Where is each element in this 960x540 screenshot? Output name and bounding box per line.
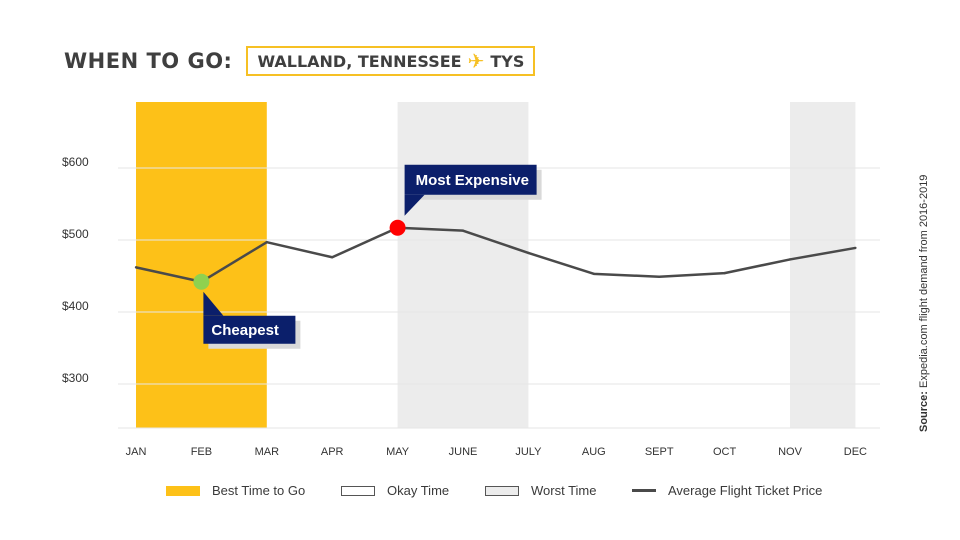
legend-item-okay: Okay Time — [341, 483, 449, 498]
source-text: Expedia.com flight demand from 2016-2019 — [918, 174, 930, 392]
location-box: WALLAND, TENNESSEE ✈ TYS — [246, 46, 536, 76]
airport-code: TYS — [490, 51, 525, 71]
x-tick-label: FEB — [191, 446, 212, 458]
x-tick-label: AUG — [582, 446, 606, 458]
callout-box — [203, 315, 296, 344]
x-tick-label: JULY — [515, 446, 542, 458]
x-tick-label: MAY — [386, 446, 410, 458]
period-band-worst — [790, 102, 856, 428]
chart-header: WHEN TO GO: WALLAND, TENNESSEE ✈ TYS — [64, 44, 536, 78]
legend-swatch-okay — [341, 485, 375, 496]
cheapest-marker — [193, 273, 210, 290]
legend-label-worst: Worst Time — [531, 483, 597, 498]
price-point — [788, 258, 792, 261]
x-tick-label: NOV — [778, 446, 803, 458]
price-point — [265, 240, 268, 244]
period-band-worst — [397, 102, 529, 428]
x-tick-label: APR — [321, 446, 344, 458]
source-note: Source: Expedia.com flight demand from 2… — [918, 175, 930, 432]
price-point — [331, 256, 334, 259]
x-tick-label: JAN — [126, 446, 147, 458]
airplane-icon: ✈ — [467, 49, 485, 73]
callout-label: Cheapest — [211, 322, 279, 339]
expensive-marker — [389, 219, 406, 236]
callout-pointer — [203, 291, 224, 316]
legend-item-worst: Worst Time — [485, 483, 597, 498]
price-point — [723, 271, 726, 275]
y-tick-label: $300 — [62, 371, 89, 385]
x-tick-label: SEPT — [645, 446, 674, 458]
y-tick-label: $500 — [62, 227, 89, 241]
price-point — [854, 246, 857, 250]
legend-label-line: Average Flight Ticket Price — [668, 483, 823, 498]
y-tick-label: $400 — [62, 299, 89, 313]
cheapest-callout: Cheapest — [203, 291, 301, 349]
price-point — [658, 275, 661, 278]
price-point — [527, 251, 530, 255]
x-tick-label: JUNE — [449, 446, 478, 458]
callout-box — [404, 164, 537, 195]
location-name: WALLAND, TENNESSEE — [257, 51, 462, 71]
source-label: Source: — [918, 391, 930, 432]
period-band-best — [136, 102, 267, 428]
x-tick-label: MAR — [255, 446, 280, 458]
legend-swatch-worst — [485, 485, 519, 496]
price-point — [592, 272, 595, 276]
x-tick-label: DEC — [844, 446, 867, 458]
price-point — [461, 229, 465, 232]
y-tick-label: $600 — [62, 155, 89, 169]
chart-title: WHEN TO GO: — [64, 49, 233, 73]
legend: Best Time to Go Okay Time Worst Time Ave… — [0, 483, 960, 503]
legend-swatch-line — [632, 489, 656, 492]
legend-label-best: Best Time to Go — [212, 483, 306, 498]
x-tick-label: OCT — [713, 446, 737, 458]
legend-label-okay: Okay Time — [387, 483, 450, 498]
expensive-callout: Most Expensive — [404, 164, 542, 216]
legend-item-line: Average Flight Ticket Price — [632, 483, 822, 498]
callout-pointer — [404, 194, 425, 216]
legend-swatch-best — [166, 485, 200, 496]
price-line — [135, 226, 856, 284]
price-point — [134, 266, 138, 269]
legend-item-best: Best Time to Go — [166, 483, 305, 498]
callout-label: Most Expensive — [416, 172, 529, 189]
